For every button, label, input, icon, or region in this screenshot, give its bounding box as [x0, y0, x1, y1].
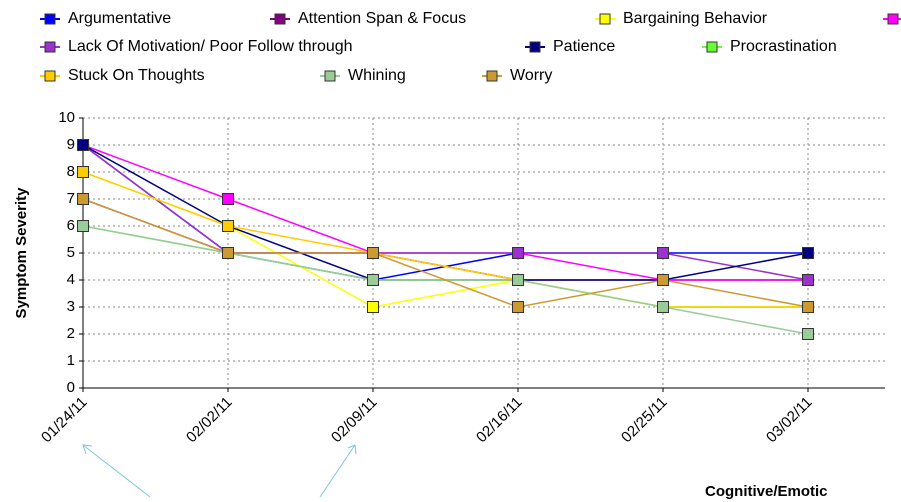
series-line	[82, 171, 808, 308]
data-point	[77, 166, 89, 178]
legend-marker	[44, 41, 56, 53]
plot	[77, 139, 814, 340]
series-line	[82, 144, 809, 281]
legend-label: Patience	[553, 38, 615, 55]
x-tick-label: 02/02/11	[183, 394, 236, 447]
x-tick-label: 03/02/11	[763, 394, 816, 447]
legend-label: Procrastination	[730, 38, 837, 55]
data-point	[367, 247, 379, 259]
legend-label: Whining	[348, 67, 406, 84]
legend-marker	[706, 41, 718, 53]
legend-label: Worry	[510, 67, 552, 84]
y-tick-label: 10	[58, 109, 75, 126]
y-tick-label: 2	[67, 325, 75, 342]
y-tick-label: 1	[67, 352, 75, 369]
data-point	[222, 193, 234, 205]
y-tick-label: 6	[67, 217, 75, 234]
y-tick-label: 7	[67, 190, 75, 207]
data-point	[802, 247, 814, 259]
data-point	[77, 220, 89, 232]
legend-label: Stuck On Thoughts	[68, 67, 205, 84]
x-axis-title: Cognitive/Emotic	[705, 483, 828, 500]
data-point	[512, 274, 524, 286]
data-point	[802, 274, 814, 286]
legend-marker	[44, 70, 56, 82]
legend-marker	[486, 70, 498, 82]
series-line	[82, 198, 809, 308]
legend-marker	[274, 13, 286, 25]
y-tick-label: 9	[67, 136, 75, 153]
legend-label: Bargaining Behavior	[623, 10, 768, 27]
y-tick-label: 5	[67, 244, 75, 261]
data-point	[77, 193, 89, 205]
data-point	[367, 301, 379, 313]
y-tick-label: 0	[67, 379, 75, 396]
arrow-head	[347, 444, 357, 455]
y-tick-label: 4	[67, 271, 75, 288]
legend-marker	[887, 13, 899, 25]
data-point	[512, 247, 524, 259]
legend-marker	[529, 41, 541, 53]
data-point	[657, 247, 669, 259]
annotation-arrow	[82, 444, 151, 498]
x-tick-label: 02/25/11	[618, 394, 671, 447]
x-tick-label: 02/16/11	[473, 394, 526, 447]
data-point	[657, 301, 669, 313]
data-point	[802, 301, 814, 313]
annotation-arrow	[319, 444, 356, 498]
y-tick-label: 8	[67, 163, 75, 180]
data-point	[222, 220, 234, 232]
legend-marker	[44, 13, 56, 25]
data-point	[222, 247, 234, 259]
legend-marker	[324, 70, 336, 82]
legend-label: Attention Span & Focus	[298, 10, 466, 27]
legend-label: Argumentative	[68, 10, 171, 27]
data-point	[657, 274, 669, 286]
y-axis-title: Symptom Severity	[13, 187, 30, 319]
data-point	[367, 274, 379, 286]
legend-label: Lack Of Motivation/ Poor Follow through	[68, 38, 353, 55]
y-tick-label: 3	[67, 298, 75, 315]
x-tick-label: 01/24/11	[38, 394, 91, 447]
data-point	[77, 139, 89, 151]
arrow-head	[82, 444, 93, 455]
legend-marker	[599, 13, 611, 25]
data-point	[802, 328, 814, 340]
x-tick-label: 02/09/11	[328, 394, 381, 447]
data-point	[512, 301, 524, 313]
